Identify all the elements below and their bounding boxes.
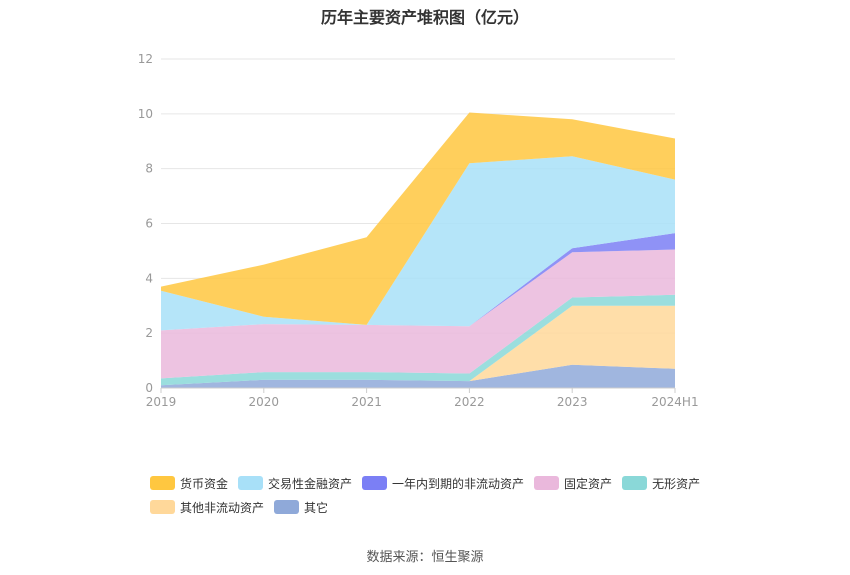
area-series-6[interactable] [161, 112, 675, 325]
data-source: 数据来源：恒生聚源 [366, 550, 484, 565]
legend-swatch [238, 476, 264, 490]
y-tick-label: 2 [145, 326, 153, 340]
legend-item[interactable]: 其他非流动资产 [150, 498, 264, 516]
legend-swatch [534, 476, 560, 490]
area-series-4[interactable] [161, 233, 675, 331]
x-tick-label: 2019 [146, 395, 177, 409]
y-tick-label: 8 [145, 162, 153, 176]
legend-item[interactable]: 一年内到期的非流动资产 [362, 474, 524, 492]
legend-item[interactable]: 固定资产 [534, 474, 612, 492]
legend-label: 其它 [304, 500, 329, 515]
x-tick-label: 2022 [454, 395, 485, 409]
legend-label: 固定资产 [564, 476, 613, 491]
y-tick-label: 4 [145, 271, 153, 285]
legend-swatch [274, 500, 300, 514]
area-series-0[interactable] [161, 364, 675, 388]
legend-swatch [362, 476, 388, 490]
x-tick-label: 2024H1 [651, 395, 698, 409]
legend-label: 其他非流动资产 [180, 500, 265, 515]
y-tick-label: 12 [138, 52, 153, 66]
legend-item[interactable]: 交易性金融资产 [238, 474, 352, 492]
legend-label: 货币资金 [180, 476, 229, 491]
area-series-1[interactable] [161, 305, 675, 386]
y-tick-label: 0 [145, 381, 153, 395]
y-tick-label: 6 [145, 217, 153, 231]
x-tick-label: 2021 [351, 395, 382, 409]
x-tick-label: 2020 [249, 395, 280, 409]
legend-item[interactable]: 其它 [274, 498, 328, 516]
legend-swatch [150, 476, 175, 490]
x-tick-label: 2023 [557, 395, 588, 409]
legend-label: 一年内到期的非流动资产 [392, 476, 525, 491]
area-series-3[interactable] [161, 249, 675, 379]
legend-label: 交易性金融资产 [268, 476, 353, 491]
legend-item[interactable]: 货币资金 [150, 474, 228, 492]
chart-title: 历年主要资产堆积图（亿元） [320, 8, 529, 27]
legend-swatch [622, 476, 648, 490]
legend-swatch [150, 500, 175, 514]
area-series-5[interactable] [161, 156, 675, 331]
legend-label: 无形资产 [652, 476, 701, 491]
area-series-2[interactable] [161, 294, 675, 386]
legend-item[interactable]: 无形资产 [622, 474, 700, 492]
y-tick-label: 10 [138, 107, 153, 121]
legend: 货币资金 交易性金融资产 一年内到期的非流动资产 固定资产 无形资产其他非流动资产 其它 [150, 474, 730, 516]
